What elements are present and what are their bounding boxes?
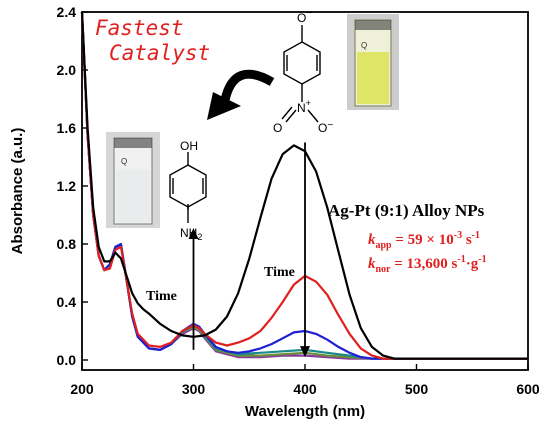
headline-fastest: Fastest (95, 16, 184, 40)
nitro-n: N+ (297, 98, 311, 115)
x-tick-label: 200 (70, 381, 94, 397)
knor-label: knor = 13,600 s-1·g-1 (368, 254, 487, 275)
nitrophenolate-structure (281, 25, 321, 123)
x-tick-label: 400 (293, 381, 317, 397)
spectrum-line-2 (80, 11, 528, 360)
y-tick-label: 0.4 (57, 294, 77, 310)
x-axis-ticks: 200 300 400 500 600 (70, 364, 540, 397)
aminophenol-oh: OH (180, 139, 198, 153)
cuvette-left-label: Q (121, 157, 127, 166)
spectrum-line-1 (80, 11, 528, 360)
x-tick-label: 300 (182, 381, 206, 397)
aminophenol-structure (169, 152, 207, 223)
sample-label: Ag-Pt (9:1) Alloy NPs (328, 201, 485, 220)
y-tick-label: 1.6 (57, 120, 77, 136)
time-arrows (188, 142, 310, 358)
spectra-series (80, 11, 528, 360)
x-tick-label: 500 (405, 381, 429, 397)
nitro-o-left: O (273, 121, 282, 135)
y-tick-label: 1.2 (57, 178, 77, 194)
x-tick-label: 600 (516, 381, 540, 397)
time-label-right: Time (264, 265, 295, 280)
curved-arrow-icon (207, 69, 275, 120)
x-axis-label: Wavelength (nm) (245, 403, 365, 420)
y-tick-label: 0.8 (57, 236, 77, 252)
y-tick-label: 0.0 (57, 352, 77, 368)
aminophenol-nh2: NH2 (180, 226, 202, 242)
cuvette-right-label: Q (361, 41, 367, 50)
kapp-label: kapp = 59 × 10-3 s-1 (368, 230, 480, 251)
time-label-left: Time (146, 289, 177, 304)
y-tick-label: 2.4 (57, 4, 77, 20)
y-axis-label: Absorbance (a.u.) (9, 128, 26, 255)
y-axis-ticks: 0.0 0.4 0.8 1.2 1.6 2.0 2.4 (57, 4, 88, 368)
nitro-o-right: O− (318, 120, 333, 135)
cuvette-colorless-photo: Q (106, 132, 160, 228)
nitrophenolate-o: O− (297, 8, 312, 25)
cuvette-yellow-photo: Q (347, 14, 399, 110)
time-arrow-head-2 (300, 346, 310, 358)
y-tick-label: 2.0 (57, 62, 77, 78)
headline-catalyst: Catalyst (109, 41, 210, 65)
time-arrow-head-1 (188, 228, 199, 240)
